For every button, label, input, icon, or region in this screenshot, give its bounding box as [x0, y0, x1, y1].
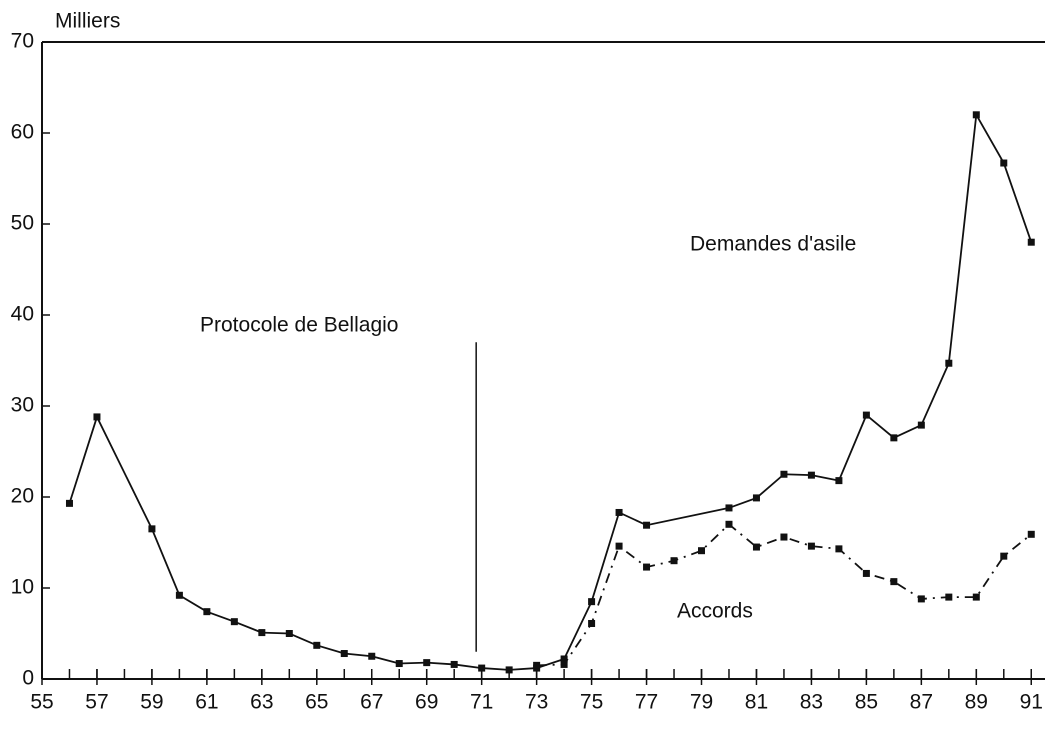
- point: [285, 630, 293, 637]
- point: [340, 650, 348, 658]
- x-tick-label: 71: [470, 691, 493, 714]
- y-tick-label: 60: [11, 121, 34, 144]
- series-label: Accords: [677, 600, 753, 623]
- point: [807, 471, 815, 479]
- point: [725, 520, 733, 528]
- y-unit-label: Milliers: [55, 10, 120, 33]
- point: [945, 593, 953, 601]
- point: [1000, 159, 1008, 167]
- y-tick-label: 50: [11, 212, 34, 235]
- point: [725, 504, 733, 512]
- point: [752, 494, 760, 502]
- x-tick-label: 69: [415, 691, 438, 714]
- y-tick-label: 10: [11, 576, 34, 599]
- point: [313, 641, 321, 649]
- x-tick-label: 59: [140, 691, 163, 714]
- point: [1027, 238, 1035, 246]
- point: [780, 470, 788, 478]
- point: [670, 557, 678, 565]
- x-tick-label: 55: [30, 691, 53, 714]
- x-tick-label: 79: [690, 691, 713, 714]
- point: [945, 359, 953, 367]
- point: [643, 563, 651, 571]
- point: [258, 629, 266, 637]
- y-tick-label: 20: [11, 485, 34, 508]
- x-tick-label: 61: [195, 691, 218, 714]
- point: [615, 508, 623, 516]
- point: [643, 521, 651, 529]
- point: [835, 545, 843, 553]
- point: [807, 542, 815, 550]
- point: [423, 659, 431, 667]
- point: [175, 591, 183, 599]
- point: [1000, 552, 1008, 560]
- point: [780, 533, 788, 541]
- point: [368, 652, 376, 660]
- x-tick-label: 89: [965, 691, 988, 714]
- point: [230, 618, 238, 626]
- point: [917, 421, 925, 429]
- point: [862, 411, 870, 419]
- series-label: Demandes d'asile: [690, 233, 856, 256]
- point: [1027, 530, 1035, 538]
- x-tick-label: 83: [800, 691, 823, 714]
- y-tick-label: 30: [11, 394, 34, 417]
- point: [203, 608, 211, 616]
- point: [533, 661, 541, 669]
- y-tick-label: 40: [11, 303, 34, 326]
- point: [65, 499, 73, 507]
- y-tick-label: 0: [22, 667, 34, 690]
- x-tick-label: 65: [305, 691, 328, 714]
- x-tick-label: 85: [855, 691, 878, 714]
- point: [835, 477, 843, 485]
- point: [395, 660, 403, 668]
- point: [148, 525, 156, 533]
- series-line: [536, 523, 1032, 667]
- point: [862, 569, 870, 577]
- annotation-label: Protocole de Bellagio: [200, 314, 398, 337]
- x-tick-label: 81: [745, 691, 768, 714]
- point: [972, 593, 980, 601]
- x-tick-label: 57: [85, 691, 108, 714]
- x-tick-label: 75: [580, 691, 603, 714]
- point: [560, 655, 568, 663]
- point: [93, 413, 101, 421]
- point: [615, 542, 623, 550]
- point: [560, 660, 568, 668]
- point: [588, 598, 596, 606]
- point: [890, 434, 898, 442]
- series-line: [68, 111, 1033, 671]
- point: [890, 578, 898, 586]
- x-tick-label: 67: [360, 691, 383, 714]
- x-tick-label: 73: [525, 691, 548, 714]
- x-tick-label: 63: [250, 691, 273, 714]
- point: [505, 666, 513, 674]
- point: [972, 111, 980, 119]
- point: [588, 619, 596, 627]
- point: [752, 543, 760, 551]
- x-tick-label: 91: [1020, 691, 1043, 714]
- point: [917, 595, 925, 603]
- x-tick-label: 87: [910, 691, 933, 714]
- x-tick-label: 77: [635, 691, 658, 714]
- y-tick-label: 70: [11, 30, 34, 53]
- point: [698, 547, 706, 555]
- point: [450, 660, 458, 668]
- point: [478, 664, 486, 672]
